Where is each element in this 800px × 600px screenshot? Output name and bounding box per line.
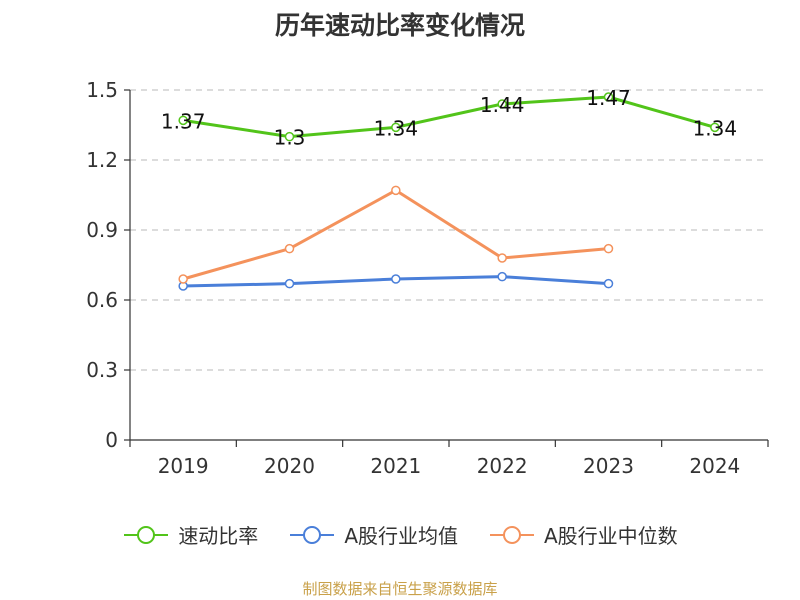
y-tick-label: 0.3 bbox=[86, 358, 118, 382]
x-tick-label: 2020 bbox=[264, 454, 315, 478]
data-label: 1.3 bbox=[274, 126, 306, 150]
legend-label: A股行业中位数 bbox=[544, 524, 678, 548]
data-label: 1.34 bbox=[374, 116, 419, 140]
y-tick-label: 0 bbox=[105, 428, 118, 452]
data-point bbox=[497, 271, 507, 282]
x-tick-label: 2023 bbox=[583, 454, 634, 478]
series-line-2 bbox=[182, 188, 609, 281]
data-label: 1.37 bbox=[161, 109, 206, 133]
data-point bbox=[391, 274, 401, 284]
legend-symbol-icon bbox=[290, 525, 335, 544]
series-line-0 bbox=[182, 95, 716, 139]
data-point bbox=[710, 122, 720, 133]
legend-item-0[interactable]: 速动比率 bbox=[122, 520, 258, 549]
y-tick-label: 0.9 bbox=[86, 218, 118, 242]
data-label: 1.47 bbox=[586, 86, 631, 110]
y-tick-label: 0.6 bbox=[86, 288, 118, 312]
data-point bbox=[391, 185, 401, 196]
legend-label: 速动比率 bbox=[178, 524, 259, 548]
data-point bbox=[603, 92, 614, 102]
data-point bbox=[284, 278, 295, 289]
data-point bbox=[603, 243, 614, 254]
data-source-note: 制图数据来自恒生聚源数据库 bbox=[302, 580, 498, 598]
data-point bbox=[178, 115, 188, 126]
data-label: 1.44 bbox=[480, 93, 525, 117]
chart-title: 历年速动比率变化情况 bbox=[274, 11, 525, 40]
data-point bbox=[603, 278, 614, 289]
legend-label: A股行业均值 bbox=[344, 524, 458, 548]
data-point bbox=[178, 274, 188, 284]
y-tick-label: 1.5 bbox=[86, 78, 118, 102]
x-tick-label: 2019 bbox=[158, 454, 209, 478]
data-point bbox=[497, 253, 507, 263]
data-point bbox=[391, 122, 401, 133]
data-point bbox=[284, 131, 295, 142]
y-tick-label: 1.2 bbox=[86, 148, 118, 172]
legend-item-2[interactable]: A股行业中位数 bbox=[488, 520, 678, 549]
legend-symbol-icon bbox=[124, 525, 169, 544]
legend-item-1[interactable]: A股行业均值 bbox=[288, 520, 458, 549]
x-tick-label: 2022 bbox=[477, 454, 528, 478]
legend: 速动比率 A股行业均值 A股行业中位数 bbox=[0, 520, 800, 549]
legend-symbol-icon bbox=[490, 525, 534, 544]
x-tick-label: 2024 bbox=[689, 454, 740, 478]
data-point bbox=[497, 99, 507, 109]
x-tick-label: 2021 bbox=[370, 454, 421, 478]
data-point bbox=[284, 243, 295, 254]
data-label: 1.34 bbox=[693, 116, 738, 140]
